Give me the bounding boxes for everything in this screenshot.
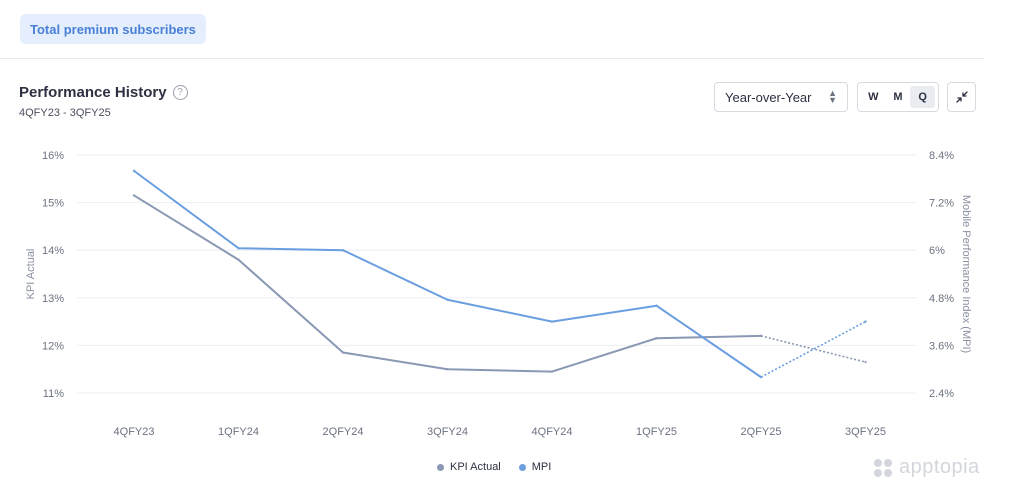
- collapse-icon: [955, 91, 968, 103]
- y-axis-tick-label: 12%: [42, 340, 64, 352]
- data-point-kpi: [132, 194, 136, 197]
- data-point-mpi: [237, 247, 240, 250]
- panel-title: Performance History ?: [19, 84, 188, 101]
- y2-axis-tick-label: 4.8%: [929, 293, 954, 305]
- legend-item-kpi[interactable]: KPI Actual: [437, 461, 501, 473]
- x-axis-tick-label: 4QFY24: [532, 426, 573, 438]
- legend-label-mpi: MPI: [531, 461, 552, 473]
- y2-axis-title: Mobile Performance Index (MPI): [960, 195, 972, 353]
- y-axis-tick-label: 13%: [42, 293, 64, 305]
- x-axis-tick-label: 1QFY25: [636, 426, 677, 438]
- granularity-weekly-button[interactable]: W: [868, 91, 879, 103]
- help-icon[interactable]: ?: [172, 85, 188, 100]
- y2-axis-tick-label: 6%: [929, 245, 945, 257]
- comparison-value: Year-over-Year: [725, 89, 812, 105]
- brand-logo-icon: [874, 458, 892, 477]
- data-point-kpi: [446, 368, 449, 371]
- y-axis-tick-label: 11%: [43, 388, 64, 400]
- data-point-kpi: [341, 351, 345, 354]
- series-line-mpi: [133, 170, 762, 378]
- y2-axis-tick-label: 8.4%: [929, 150, 954, 162]
- brand-watermark: apptopia: [872, 456, 980, 479]
- granularity-quarterly-button[interactable]: Q: [910, 86, 936, 108]
- data-point-mpi: [446, 298, 449, 301]
- date-range: 4QFY23 - 3QFY25: [19, 107, 111, 119]
- collapse-button[interactable]: [947, 82, 976, 112]
- x-axis-tick-label: 3QFY24: [427, 426, 468, 438]
- y-axis-title: KPI Actual: [25, 249, 37, 300]
- data-point-mpi: [759, 375, 763, 379]
- data-point-mpi: [341, 249, 345, 252]
- x-axis-tick-label: 4QFY23: [114, 426, 155, 438]
- x-axis-tick-label: 2QFY24: [323, 426, 364, 438]
- y2-axis-tick-label: 3.6%: [929, 340, 954, 352]
- data-point-kpi: [759, 334, 763, 338]
- kpi-pill[interactable]: Total premium subscribers: [20, 14, 206, 44]
- panel-title-text: Performance History: [19, 84, 167, 101]
- chart-legend: KPI Actual MPI: [437, 461, 551, 473]
- granularity-toggle: W M Q: [857, 82, 939, 112]
- legend-label-kpi: KPI Actual: [450, 461, 501, 473]
- data-point-kpi: [237, 258, 240, 261]
- brand-name: apptopia: [899, 456, 980, 478]
- y2-axis-tick-label: 2.4%: [929, 388, 954, 400]
- comparison-select[interactable]: Year-over-Year ▲ ▼: [714, 82, 848, 112]
- data-point-kpi: [864, 360, 867, 364]
- series-projection-kpi: [760, 335, 866, 363]
- data-point-mpi: [550, 320, 554, 323]
- data-point-mpi: [864, 320, 867, 323]
- y2-axis-tick-label: 7.2%: [929, 198, 954, 210]
- y-axis-tick-label: 15%: [42, 198, 64, 210]
- data-point-kpi: [655, 337, 658, 340]
- data-point-kpi: [550, 370, 554, 373]
- x-axis-tick-label: 2QFY25: [741, 426, 782, 438]
- data-point-mpi: [655, 304, 658, 307]
- legend-dot-mpi: [518, 463, 526, 471]
- legend-item-mpi[interactable]: MPI: [518, 461, 552, 473]
- y-axis-tick-label: 16%: [42, 150, 64, 162]
- x-axis-tick-label: 1QFY24: [218, 426, 259, 438]
- data-point-mpi: [132, 169, 136, 173]
- x-axis-tick-label: 3QFY25: [845, 426, 886, 438]
- performance-chart: 11% 2.4% 12% 3.6% 13% 4.8% 14% 6% 15% 7.2% 16% 8.4%…: [25, 150, 972, 438]
- y-axis-tick-label: 14%: [42, 245, 64, 257]
- updown-chevron-icon: ▲ ▼: [828, 88, 837, 105]
- granularity-monthly-button[interactable]: M: [893, 91, 903, 103]
- legend-dot-kpi: [437, 463, 444, 471]
- top-bar: Total premium subscribers: [0, 0, 984, 59]
